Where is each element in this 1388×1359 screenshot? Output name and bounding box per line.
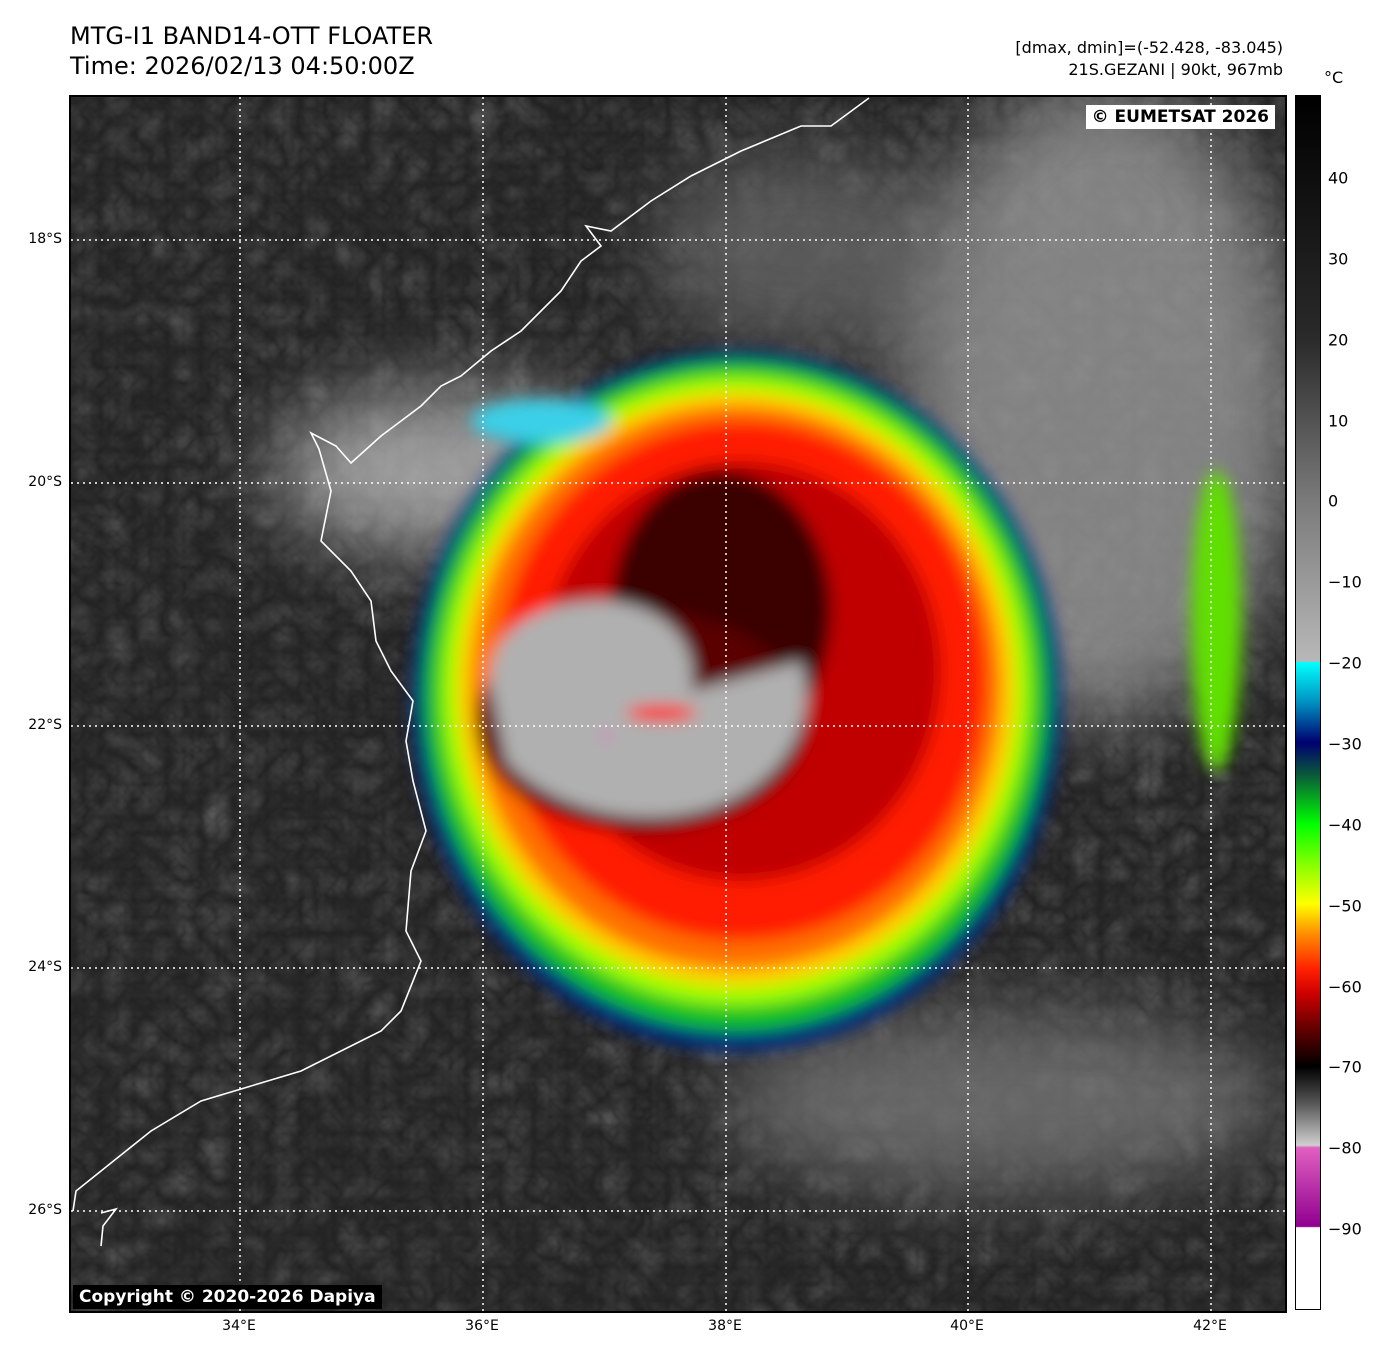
- colorbar-tick: −10: [1328, 572, 1362, 592]
- colorbar-tick: −40: [1328, 815, 1362, 835]
- lat-label: 20°S: [28, 474, 62, 490]
- colorbar-tick: −60: [1328, 977, 1362, 996]
- colorbar-tick: 20: [1328, 330, 1349, 350]
- lon-label: 36°E: [465, 1318, 499, 1334]
- data-range: [dmax, dmin]=(-52.428, -83.045): [1015, 38, 1283, 57]
- colorbar-tick: −80: [1328, 1138, 1362, 1158]
- coastline-and-grid: [71, 97, 1285, 1311]
- lat-label: 26°S: [28, 1202, 62, 1218]
- storm-info: 21S.GEZANI | 90kt, 967mb: [1068, 60, 1283, 79]
- colorbar: [1295, 95, 1321, 1310]
- lat-label: 24°S: [28, 959, 62, 975]
- lon-label: 40°E: [950, 1318, 984, 1334]
- copyright-credit: Copyright © 2020-2026 Dapiya: [73, 1285, 382, 1309]
- coastline: [72, 97, 870, 1212]
- lon-label: 42°E: [1193, 1318, 1227, 1334]
- colorbar-tick: 40: [1328, 168, 1349, 188]
- lat-label: 22°S: [28, 717, 62, 733]
- colorbar-tick: −50: [1328, 896, 1362, 916]
- colorbar-tick: −20: [1328, 653, 1362, 673]
- lon-label: 38°E: [708, 1318, 742, 1334]
- title: MTG-I1 BAND14-OTT FLOATER: [70, 22, 434, 50]
- graticule: [71, 97, 1285, 1311]
- coastline: [100, 1207, 119, 1247]
- colorbar-tick: −90: [1328, 1219, 1362, 1239]
- colorbar-tick: −30: [1328, 734, 1362, 754]
- lon-label: 34°E: [222, 1318, 256, 1334]
- eumetsat-credit: © EUMETSAT 2026: [1085, 105, 1275, 129]
- timestamp: Time: 2026/02/13 04:50:00Z: [70, 52, 415, 80]
- colorbar-tick: 30: [1328, 249, 1349, 269]
- satellite-map: © EUMETSAT 2026 Copyright © 2020-2026 Da…: [69, 95, 1287, 1313]
- satellite-imagery: [71, 97, 1285, 1311]
- colorbar-tick: −70: [1328, 1057, 1362, 1077]
- colorbar-unit: °C: [1324, 68, 1344, 87]
- lat-label: 18°S: [28, 231, 62, 247]
- colorbar-tick: 10: [1328, 411, 1349, 431]
- colorbar-tick: 0: [1328, 491, 1339, 511]
- cyclone: [411, 351, 1241, 1051]
